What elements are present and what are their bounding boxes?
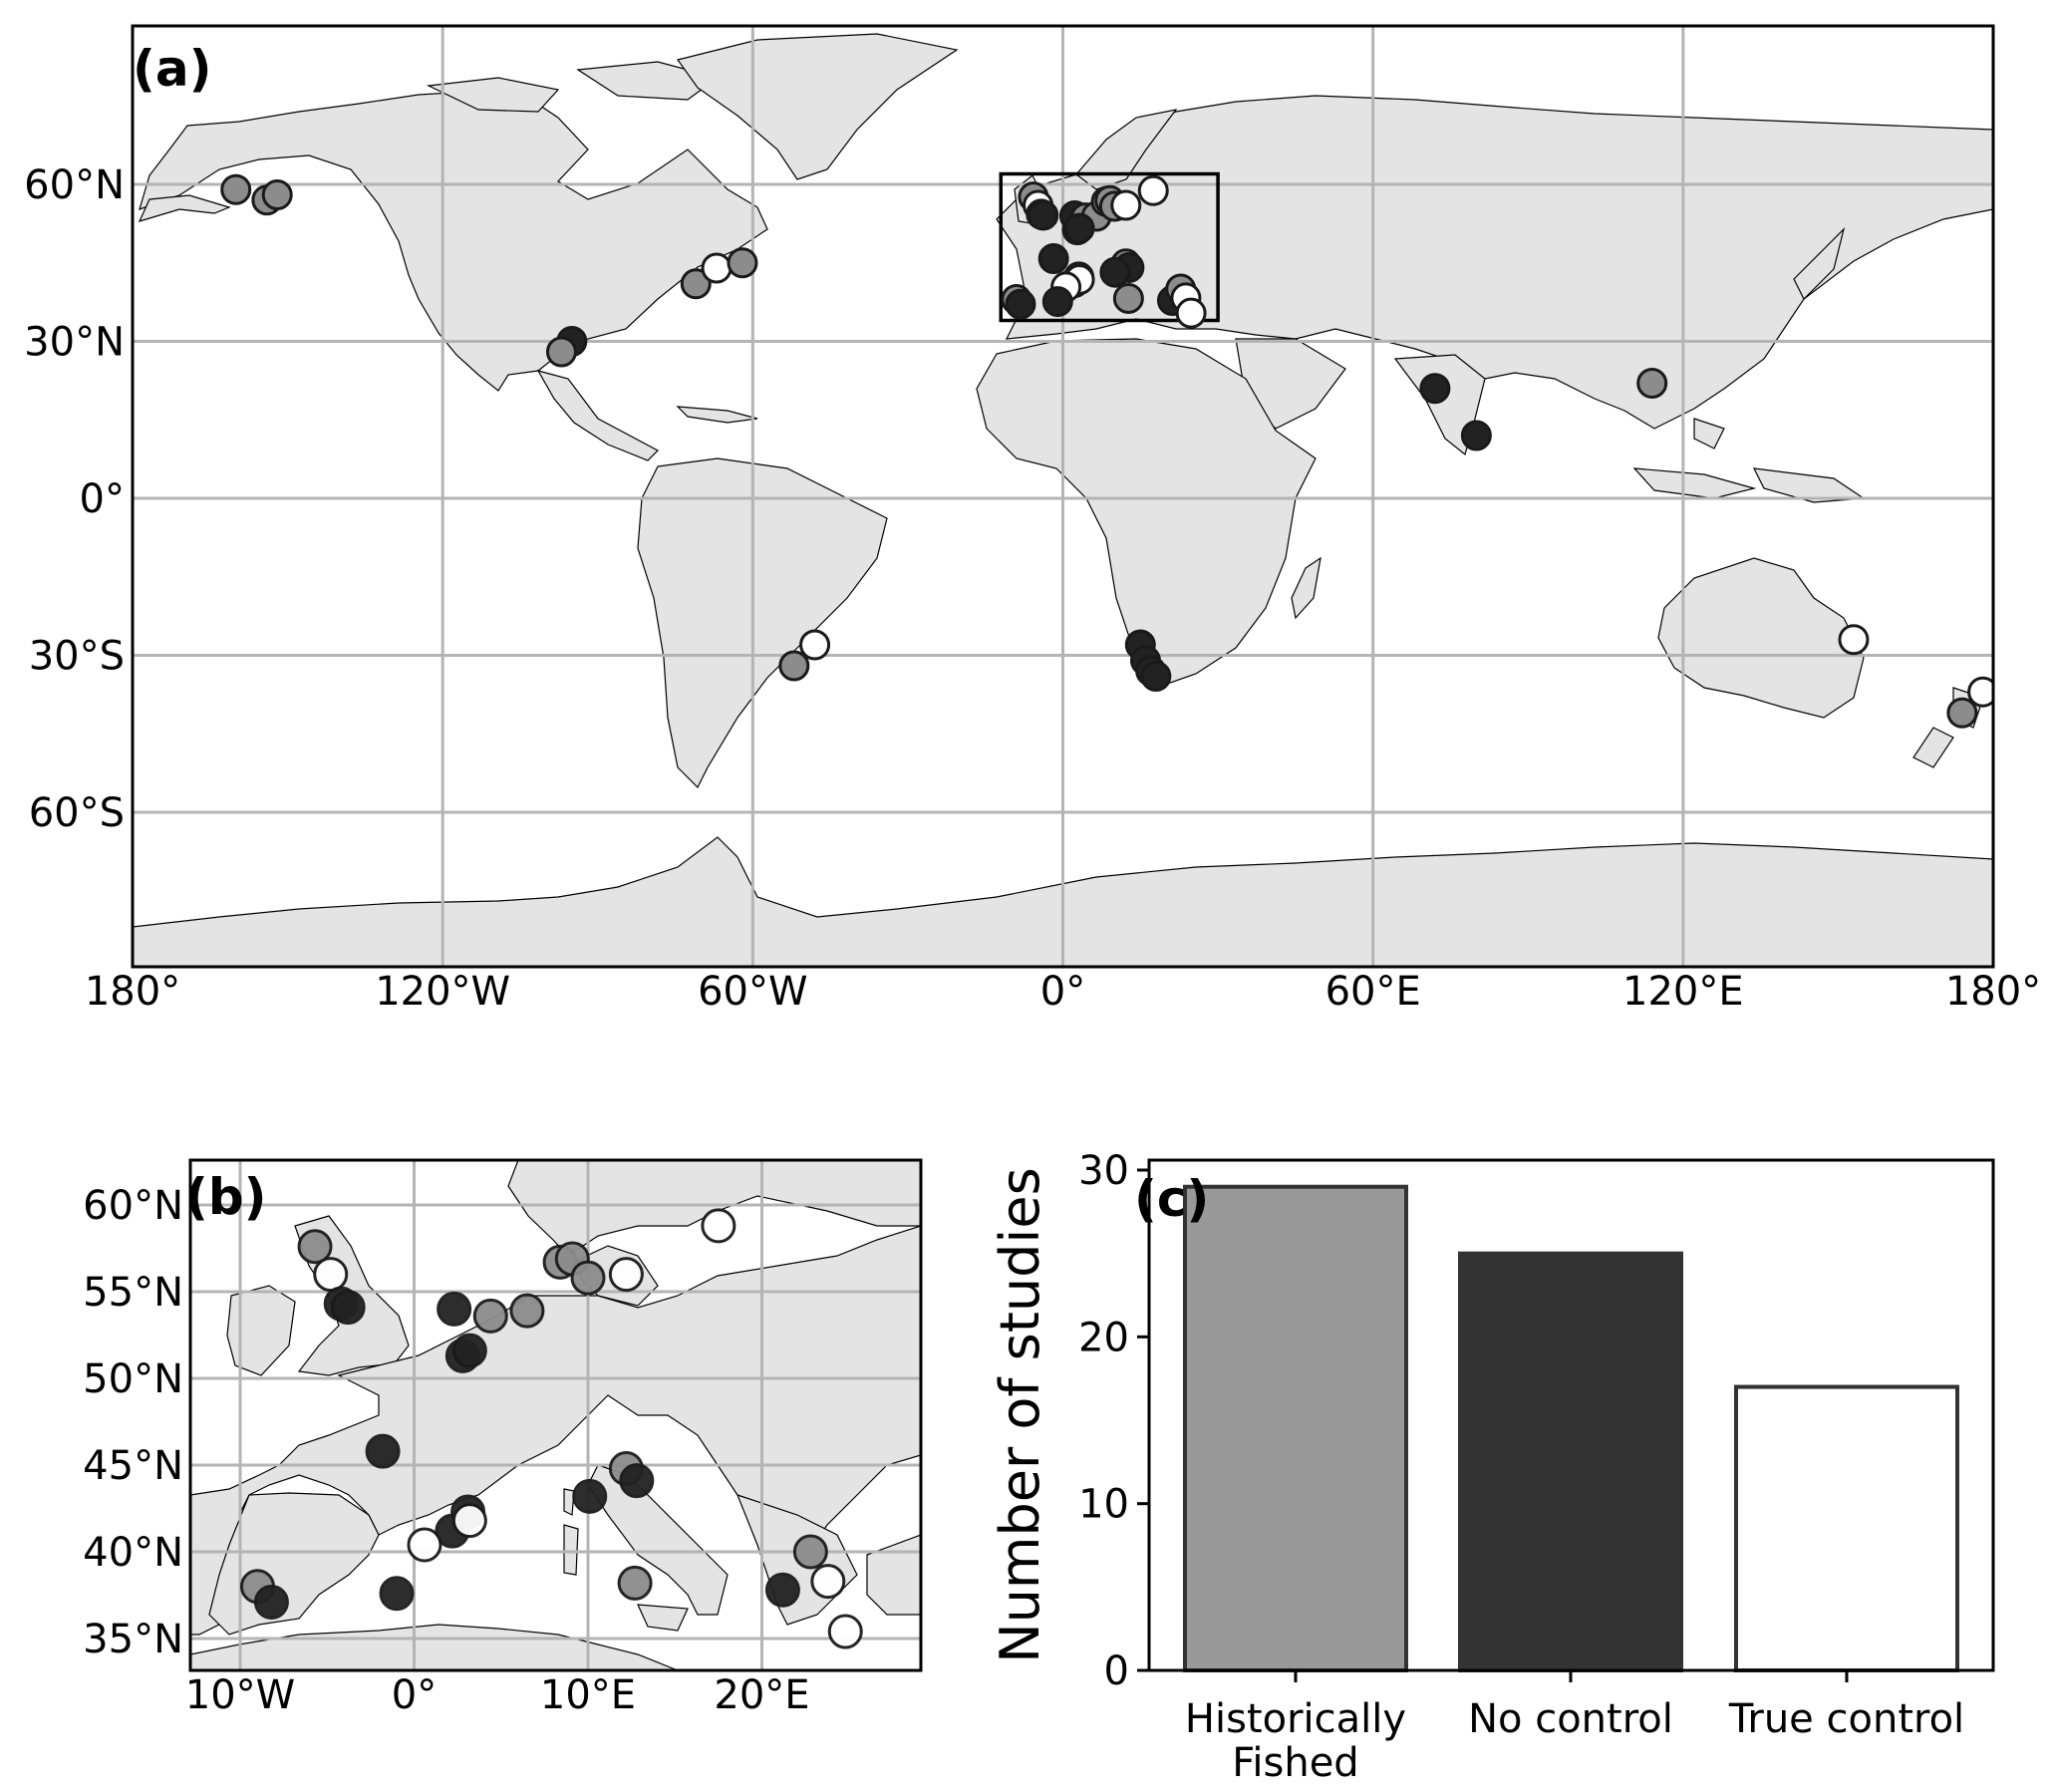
europe-inset-box bbox=[999, 171, 1220, 323]
panel-c-label: (c) bbox=[1134, 1170, 1209, 1228]
lon-tick-label: 120°E bbox=[1622, 969, 1744, 1015]
study-site-marker bbox=[261, 179, 293, 210]
x-tick-label: Historically Fished bbox=[1185, 1696, 1406, 1786]
study-site-marker bbox=[1027, 199, 1059, 231]
bar bbox=[1734, 1384, 1959, 1672]
study-site-marker bbox=[1636, 368, 1668, 399]
study-site-marker bbox=[799, 629, 831, 661]
study-site-marker bbox=[407, 1527, 442, 1563]
lat-tick-label: 45°N bbox=[83, 1443, 183, 1489]
study-site-marker bbox=[297, 1229, 333, 1265]
bar-chart-axes: 0 10 20 30 Historically Fished No control True … bbox=[1078, 1148, 1964, 1786]
world-map-panel: (a) 180° 120°W 60°W 0° 60°E 120°E 180° 60°N 30°N… bbox=[24, 24, 2041, 1015]
study-site-marker bbox=[1838, 624, 1870, 656]
y-tick-label: 10 bbox=[1078, 1482, 1129, 1528]
europe-map-panel: (b) 10°W 0° 10°E 20°E 60°N 55°N 50°N 45°N 40°N 35… bbox=[83, 1158, 923, 1718]
study-site-marker bbox=[827, 1614, 863, 1649]
y-tick-label: 0 bbox=[1104, 1648, 1129, 1694]
world-graticule bbox=[133, 26, 1993, 967]
lat-tick-label: 35°N bbox=[83, 1617, 183, 1662]
study-site-marker bbox=[619, 1463, 655, 1499]
bar-chart-ylabel: Number of studies bbox=[989, 1167, 1051, 1662]
panel-b-label: (b) bbox=[185, 1168, 267, 1226]
study-site-marker bbox=[1041, 286, 1073, 318]
bar bbox=[1183, 1184, 1408, 1672]
lat-tick-label: 40°N bbox=[83, 1530, 183, 1576]
study-site-marker bbox=[509, 1293, 545, 1329]
study-site-marker bbox=[1137, 174, 1169, 206]
study-site-marker bbox=[810, 1564, 846, 1600]
world-map-axes: 180° 120°W 60°W 0° 60°E 120°E 180° 60°N 30°N 0° 30… bbox=[24, 162, 2041, 1015]
lat-tick-label: 30°N bbox=[24, 320, 125, 366]
study-site-marker bbox=[451, 1503, 487, 1539]
panel-a-label: (a) bbox=[133, 40, 211, 98]
study-site-marker bbox=[1005, 288, 1036, 320]
lon-tick-label: 20°E bbox=[714, 1672, 809, 1718]
world-study-sites bbox=[220, 173, 1993, 729]
bar bbox=[1458, 1251, 1683, 1672]
study-site-marker bbox=[313, 1257, 349, 1293]
x-tick-label: No control bbox=[1468, 1696, 1673, 1742]
study-site-marker bbox=[1140, 661, 1172, 692]
lat-tick-label: 60°N bbox=[24, 162, 125, 208]
lon-tick-label: 60°W bbox=[698, 969, 807, 1015]
x-tick-label: True control bbox=[1728, 1696, 1964, 1742]
study-site-marker bbox=[617, 1565, 653, 1601]
lat-tick-label: 0° bbox=[80, 476, 125, 522]
study-site-marker bbox=[1110, 189, 1142, 221]
study-site-marker bbox=[451, 1333, 487, 1368]
lon-tick-label: 60°E bbox=[1325, 969, 1421, 1015]
europe-map-frame bbox=[188, 1158, 923, 1672]
study-site-marker bbox=[570, 1260, 606, 1296]
study-site-marker bbox=[572, 1478, 608, 1514]
lon-tick-label: 180° bbox=[1945, 969, 2041, 1015]
europe-study-sites bbox=[239, 1208, 863, 1649]
study-site-marker bbox=[764, 1572, 800, 1608]
lat-tick-label: 50°N bbox=[83, 1356, 183, 1402]
study-site-marker bbox=[701, 252, 733, 284]
study-site-marker bbox=[1419, 373, 1451, 405]
study-site-marker bbox=[1112, 282, 1144, 314]
europe-map-axes: 10°W 0° 10°E 20°E 60°N 55°N 50°N 45°N 40°N 35°N bbox=[83, 1183, 809, 1718]
study-site-marker bbox=[792, 1534, 828, 1570]
y-tick-label: 30 bbox=[1078, 1148, 1129, 1194]
lat-tick-label: 30°S bbox=[29, 634, 125, 680]
study-site-marker bbox=[701, 1208, 736, 1244]
lon-tick-label: 10°E bbox=[540, 1672, 636, 1718]
study-site-marker bbox=[1063, 212, 1095, 244]
bar-chart-panel: 0 10 20 30 Historically Fished No control True … bbox=[989, 1148, 1995, 1786]
study-site-marker bbox=[1460, 420, 1492, 451]
lat-tick-label: 60°N bbox=[83, 1183, 183, 1229]
y-tick-label: 20 bbox=[1078, 1315, 1129, 1360]
study-site-marker bbox=[1037, 243, 1069, 275]
study-site-marker bbox=[253, 1584, 289, 1620]
study-site-marker bbox=[472, 1298, 508, 1334]
lat-tick-label: 60°S bbox=[29, 790, 125, 836]
lon-tick-label: 0° bbox=[1040, 969, 1085, 1015]
study-site-marker bbox=[778, 650, 810, 682]
study-site-marker bbox=[379, 1576, 415, 1612]
study-site-marker bbox=[1967, 676, 1993, 708]
study-site-marker bbox=[727, 247, 758, 279]
study-site-marker bbox=[545, 336, 577, 368]
world-map-frame bbox=[131, 24, 1995, 969]
lon-tick-label: 120°W bbox=[375, 969, 510, 1015]
lat-tick-label: 55°N bbox=[83, 1270, 183, 1316]
bar-chart-bars bbox=[1183, 1184, 1959, 1672]
lon-tick-label: 0° bbox=[392, 1672, 437, 1718]
study-site-marker bbox=[1175, 297, 1207, 329]
lon-tick-label: 180° bbox=[85, 969, 180, 1015]
study-site-marker bbox=[680, 268, 712, 300]
study-site-marker bbox=[437, 1291, 472, 1327]
study-site-marker bbox=[1946, 697, 1978, 729]
study-site-marker bbox=[608, 1257, 644, 1293]
study-site-marker bbox=[330, 1290, 366, 1326]
lon-tick-label: 10°W bbox=[185, 1672, 295, 1718]
study-site-marker bbox=[1099, 256, 1131, 288]
study-site-marker bbox=[220, 173, 252, 205]
study-site-marker bbox=[365, 1433, 401, 1469]
